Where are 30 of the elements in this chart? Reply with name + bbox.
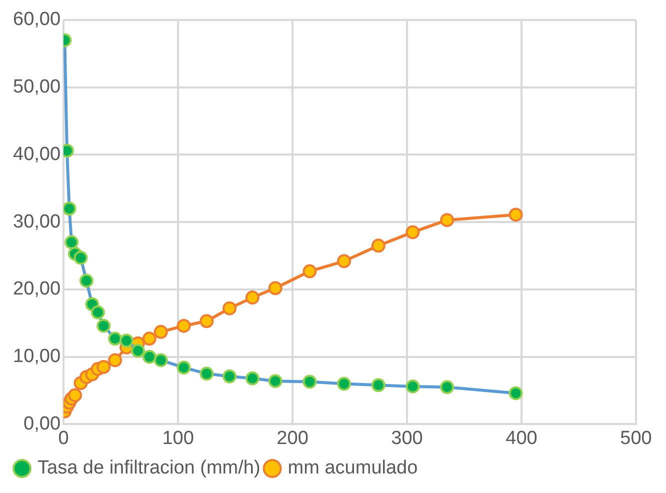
point: [268, 281, 282, 296]
y-tick-label: 50,00: [13, 76, 61, 98]
point: [200, 314, 214, 328]
point: [406, 225, 420, 240]
legend-label: mm acumulado: [288, 458, 418, 479]
point: [96, 360, 111, 374]
legend-label: Tasa de infiltracion (mm/h): [38, 458, 260, 479]
y-tick-label: 40,00: [13, 144, 61, 165]
point: [108, 353, 122, 368]
x-tick-label: 400: [506, 428, 538, 449]
x-tick-label: 200: [276, 428, 308, 449]
y-tick-label: 20,00: [13, 278, 61, 300]
x-tick-label: 500: [620, 428, 652, 449]
point: [302, 264, 317, 278]
point: [222, 301, 237, 316]
x-tick-label: 0: [58, 428, 69, 449]
point: [154, 324, 168, 339]
point: [508, 208, 523, 222]
y-tick-label: 10,00: [13, 346, 61, 368]
point: [440, 213, 454, 228]
y-tick-label: 30,00: [13, 211, 61, 232]
point: [68, 388, 82, 402]
point: [176, 318, 191, 333]
point: [337, 254, 352, 268]
x-tick-label: 100: [162, 428, 194, 449]
point: [245, 290, 260, 305]
y-tick-label: 60,00: [13, 9, 61, 30]
point: [371, 238, 386, 253]
point: [142, 332, 156, 346]
x-tick-label: 300: [391, 428, 423, 449]
